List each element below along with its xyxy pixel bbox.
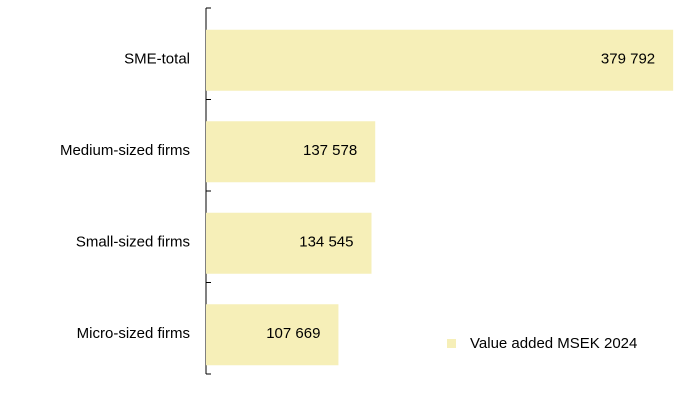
bar — [206, 121, 376, 183]
y-tick-label: Small-sized firms — [76, 234, 190, 251]
value-label: 134 545 — [299, 234, 353, 251]
y-tick-label: Micro-sized firms — [77, 325, 190, 342]
value-label: 379 792 — [601, 51, 655, 68]
bar — [206, 29, 674, 91]
y-tick-label: Medium-sized firms — [60, 142, 190, 159]
value-label: 137 578 — [303, 142, 357, 159]
legend-swatch — [447, 339, 456, 348]
y-tick-label: SME-total — [124, 51, 190, 68]
legend-label: Value added MSEK 2024 — [470, 335, 637, 352]
bar — [206, 304, 339, 366]
bar — [206, 212, 372, 274]
value-label: 107 669 — [266, 325, 320, 342]
